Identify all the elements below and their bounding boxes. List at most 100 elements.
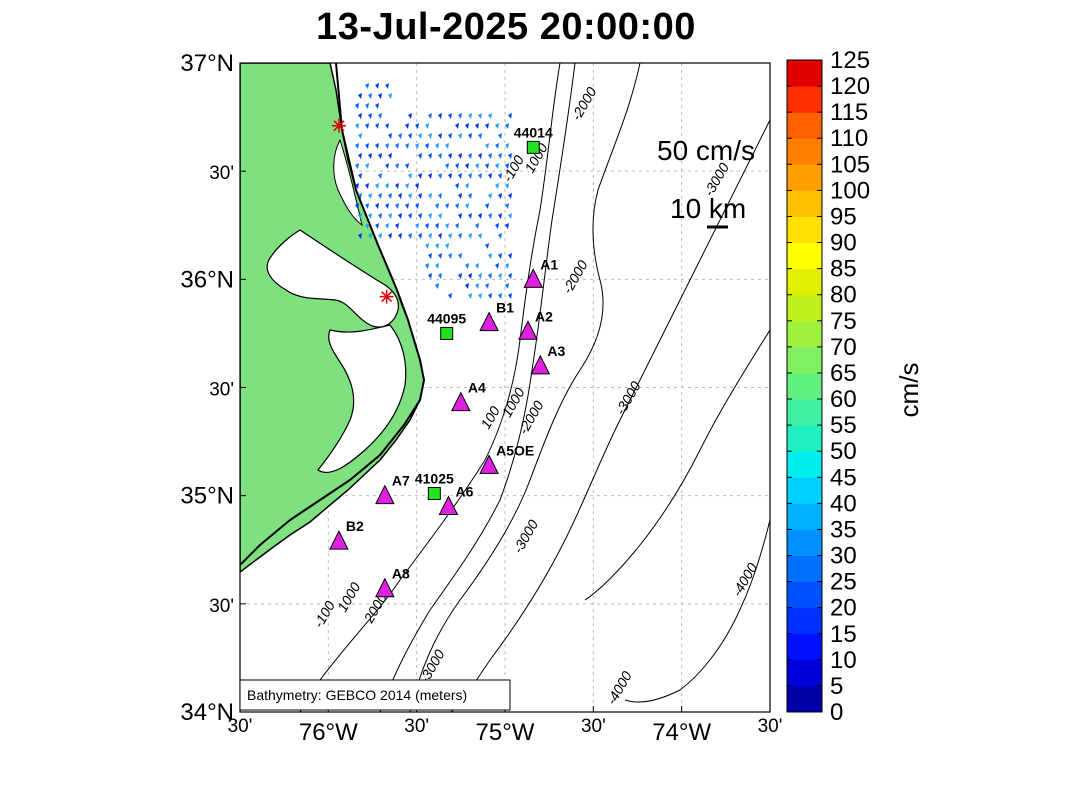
current-vector: [358, 93, 362, 99]
colorbar-segment: [787, 581, 822, 609]
current-vector: [495, 123, 499, 129]
current-vector: [415, 203, 419, 209]
current-vector: [365, 163, 369, 169]
current-vector: [488, 293, 492, 299]
colorbar: 0510152025303540455055606570758085909510…: [786, 47, 870, 726]
colorbar-segment: [787, 685, 822, 713]
current-vector: [428, 133, 432, 139]
current-vector: [468, 193, 472, 199]
current-vector: [495, 223, 499, 229]
current-vector: [445, 223, 449, 229]
current-vector: [375, 183, 379, 189]
current-vector: [488, 273, 492, 279]
current-vector: [418, 193, 422, 199]
current-vector: [468, 133, 472, 139]
current-vector: [398, 193, 402, 199]
colorbar-segment: [787, 659, 822, 687]
current-vector: [368, 193, 372, 199]
current-vector: [488, 193, 492, 199]
colorbar-segment: [787, 268, 822, 296]
buoy-marker: [427, 487, 441, 501]
colorbar-segment: [787, 216, 822, 244]
current-vector: [485, 203, 489, 209]
current-vector: [435, 203, 439, 209]
current-vector: [468, 173, 472, 179]
colorbar-segment: [787, 242, 822, 270]
current-vector: [395, 223, 399, 229]
current-vector: [375, 123, 379, 129]
lon-tick-label: 30': [758, 716, 783, 737]
current-vector: [408, 193, 412, 199]
current-vector-field: [355, 83, 512, 299]
current-vector: [358, 153, 362, 159]
current-vector: [378, 233, 382, 239]
current-vector: [438, 193, 442, 199]
current-vector: [478, 113, 482, 119]
current-vector: [365, 203, 369, 209]
sound-water: [266, 229, 400, 328]
current-vector: [405, 123, 409, 129]
current-vector: [485, 123, 489, 129]
current-vector: [498, 233, 502, 239]
colorbar-frame: [786, 59, 823, 713]
mooring-marker: [479, 311, 499, 332]
current-vector: [458, 193, 462, 199]
current-vector: [395, 143, 399, 149]
current-vector: [475, 163, 479, 169]
current-vector: [388, 193, 392, 199]
current-vector: [508, 293, 512, 299]
current-vector: [415, 183, 419, 189]
current-vector: [478, 133, 482, 139]
current-vector: [468, 153, 472, 159]
current-vector: [458, 253, 462, 259]
current-vector: [368, 233, 372, 239]
current-vector: [405, 143, 409, 149]
current-vector: [475, 123, 479, 129]
current-vector: [425, 223, 429, 229]
colorbar-segment: [787, 112, 822, 139]
current-vector: [445, 203, 449, 209]
current-vector: [358, 113, 362, 119]
current-vector: [385, 183, 389, 189]
bathymetry-note-box: [239, 679, 511, 711]
current-vector: [498, 133, 502, 139]
colorbar-segment: [787, 529, 822, 557]
current-vector: [398, 233, 402, 239]
current-vector: [465, 163, 469, 169]
current-vector: [405, 163, 409, 169]
colorbar-tick-label: 50: [830, 438, 857, 465]
colorbar-segment: [787, 138, 822, 165]
mooring-label: A8: [392, 566, 410, 582]
lat-tick-label: 30': [209, 380, 234, 401]
current-vector: [438, 233, 442, 239]
current-vector: [405, 203, 409, 209]
current-vector: [428, 173, 432, 179]
current-vector: [465, 123, 469, 129]
current-vector: [418, 133, 422, 139]
lon-tick-label: 30': [228, 716, 253, 737]
current-vector: [465, 203, 469, 209]
contour-2000m: [409, 63, 641, 712]
bathymetry-contours: [299, 63, 770, 712]
current-vector: [508, 113, 512, 119]
current-vector: [455, 223, 459, 229]
current-vector: [508, 253, 512, 259]
current-vector: [505, 283, 509, 289]
current-vector: [388, 133, 392, 139]
lon-tick-label: 30': [581, 716, 606, 737]
current-vector: [408, 173, 412, 179]
buoy-marker: [526, 140, 540, 154]
buoy-label: 44095: [427, 310, 466, 326]
current-vector: [445, 143, 449, 149]
current-vector: [458, 273, 462, 279]
sound-water-upper: [333, 138, 363, 227]
current-vector: [505, 203, 509, 209]
current-vector: [508, 193, 512, 199]
current-vector: [428, 153, 432, 159]
colorbar-tick-label: 40: [830, 490, 857, 517]
current-vector: [395, 163, 399, 169]
current-vector: [498, 193, 502, 199]
current-vector: [358, 213, 362, 219]
current-vector: [375, 143, 379, 149]
